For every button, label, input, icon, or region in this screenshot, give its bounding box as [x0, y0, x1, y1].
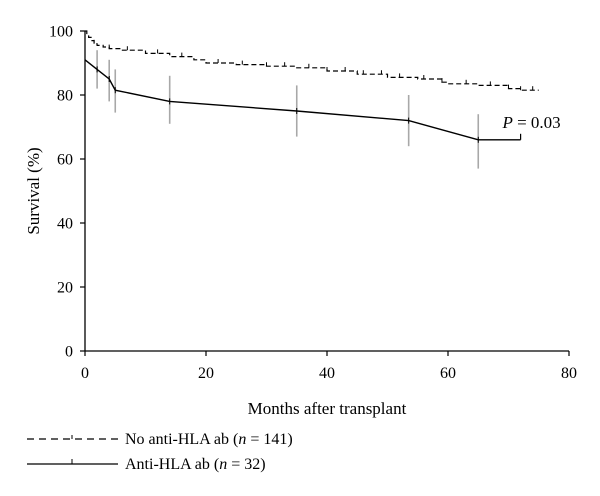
y-tick-label: 20 [57, 280, 73, 297]
y-tick-label: 40 [57, 216, 73, 233]
legend-label-anti-hla: Anti-HLA ab (n = 32) [125, 456, 266, 473]
legend: No anti-HLA ab (n = 141) Anti-HLA ab (n … [27, 431, 293, 473]
p-value-text: = 0.03 [513, 113, 561, 132]
x-tick-label: 40 [319, 365, 335, 382]
x-tick-label: 20 [198, 365, 214, 382]
series-line-no-anti-hla [85, 30, 539, 91]
axes: 0 20 40 60 80 100 0 20 40 60 80 [49, 24, 577, 383]
legend-paren-open: ( [229, 431, 238, 448]
y-tick-label: 100 [49, 24, 73, 41]
y-axis-title: Survival (%) [24, 147, 43, 234]
legend-n-value: = 32 [231, 456, 260, 473]
y-tick-label: 80 [57, 88, 73, 105]
x-tick-label: 60 [440, 365, 456, 382]
legend-label-no-anti-hla: No anti-HLA ab (n = 141) [125, 431, 293, 448]
p-value-symbol: P [501, 113, 512, 132]
x-tick-label: 80 [561, 365, 577, 382]
legend-n-value: = 141 [250, 431, 287, 448]
y-tick-label: 0 [65, 344, 73, 361]
legend-swatch-dashed [27, 435, 118, 440]
legend-series-name: Anti-HLA ab [125, 456, 210, 473]
p-value-annotation: P = 0.03 [501, 113, 560, 132]
plot-area [84, 30, 539, 169]
legend-paren-open: ( [210, 456, 219, 473]
x-tick-label: 0 [81, 365, 89, 382]
y-tick-label: 60 [57, 152, 73, 169]
legend-paren-close: ) [287, 431, 292, 448]
legend-n-symbol: n [238, 431, 246, 448]
legend-swatch-solid [27, 459, 118, 465]
x-axis-title: Months after transplant [248, 399, 407, 418]
legend-item-anti-hla: Anti-HLA ab (n = 32) [27, 456, 266, 473]
legend-paren-close: ) [260, 456, 265, 473]
series-line-anti-hla [84, 59, 521, 141]
legend-item-no-anti-hla: No anti-HLA ab (n = 141) [27, 431, 293, 448]
legend-series-name: No anti-HLA ab [125, 431, 229, 448]
legend-n-symbol: n [219, 456, 227, 473]
